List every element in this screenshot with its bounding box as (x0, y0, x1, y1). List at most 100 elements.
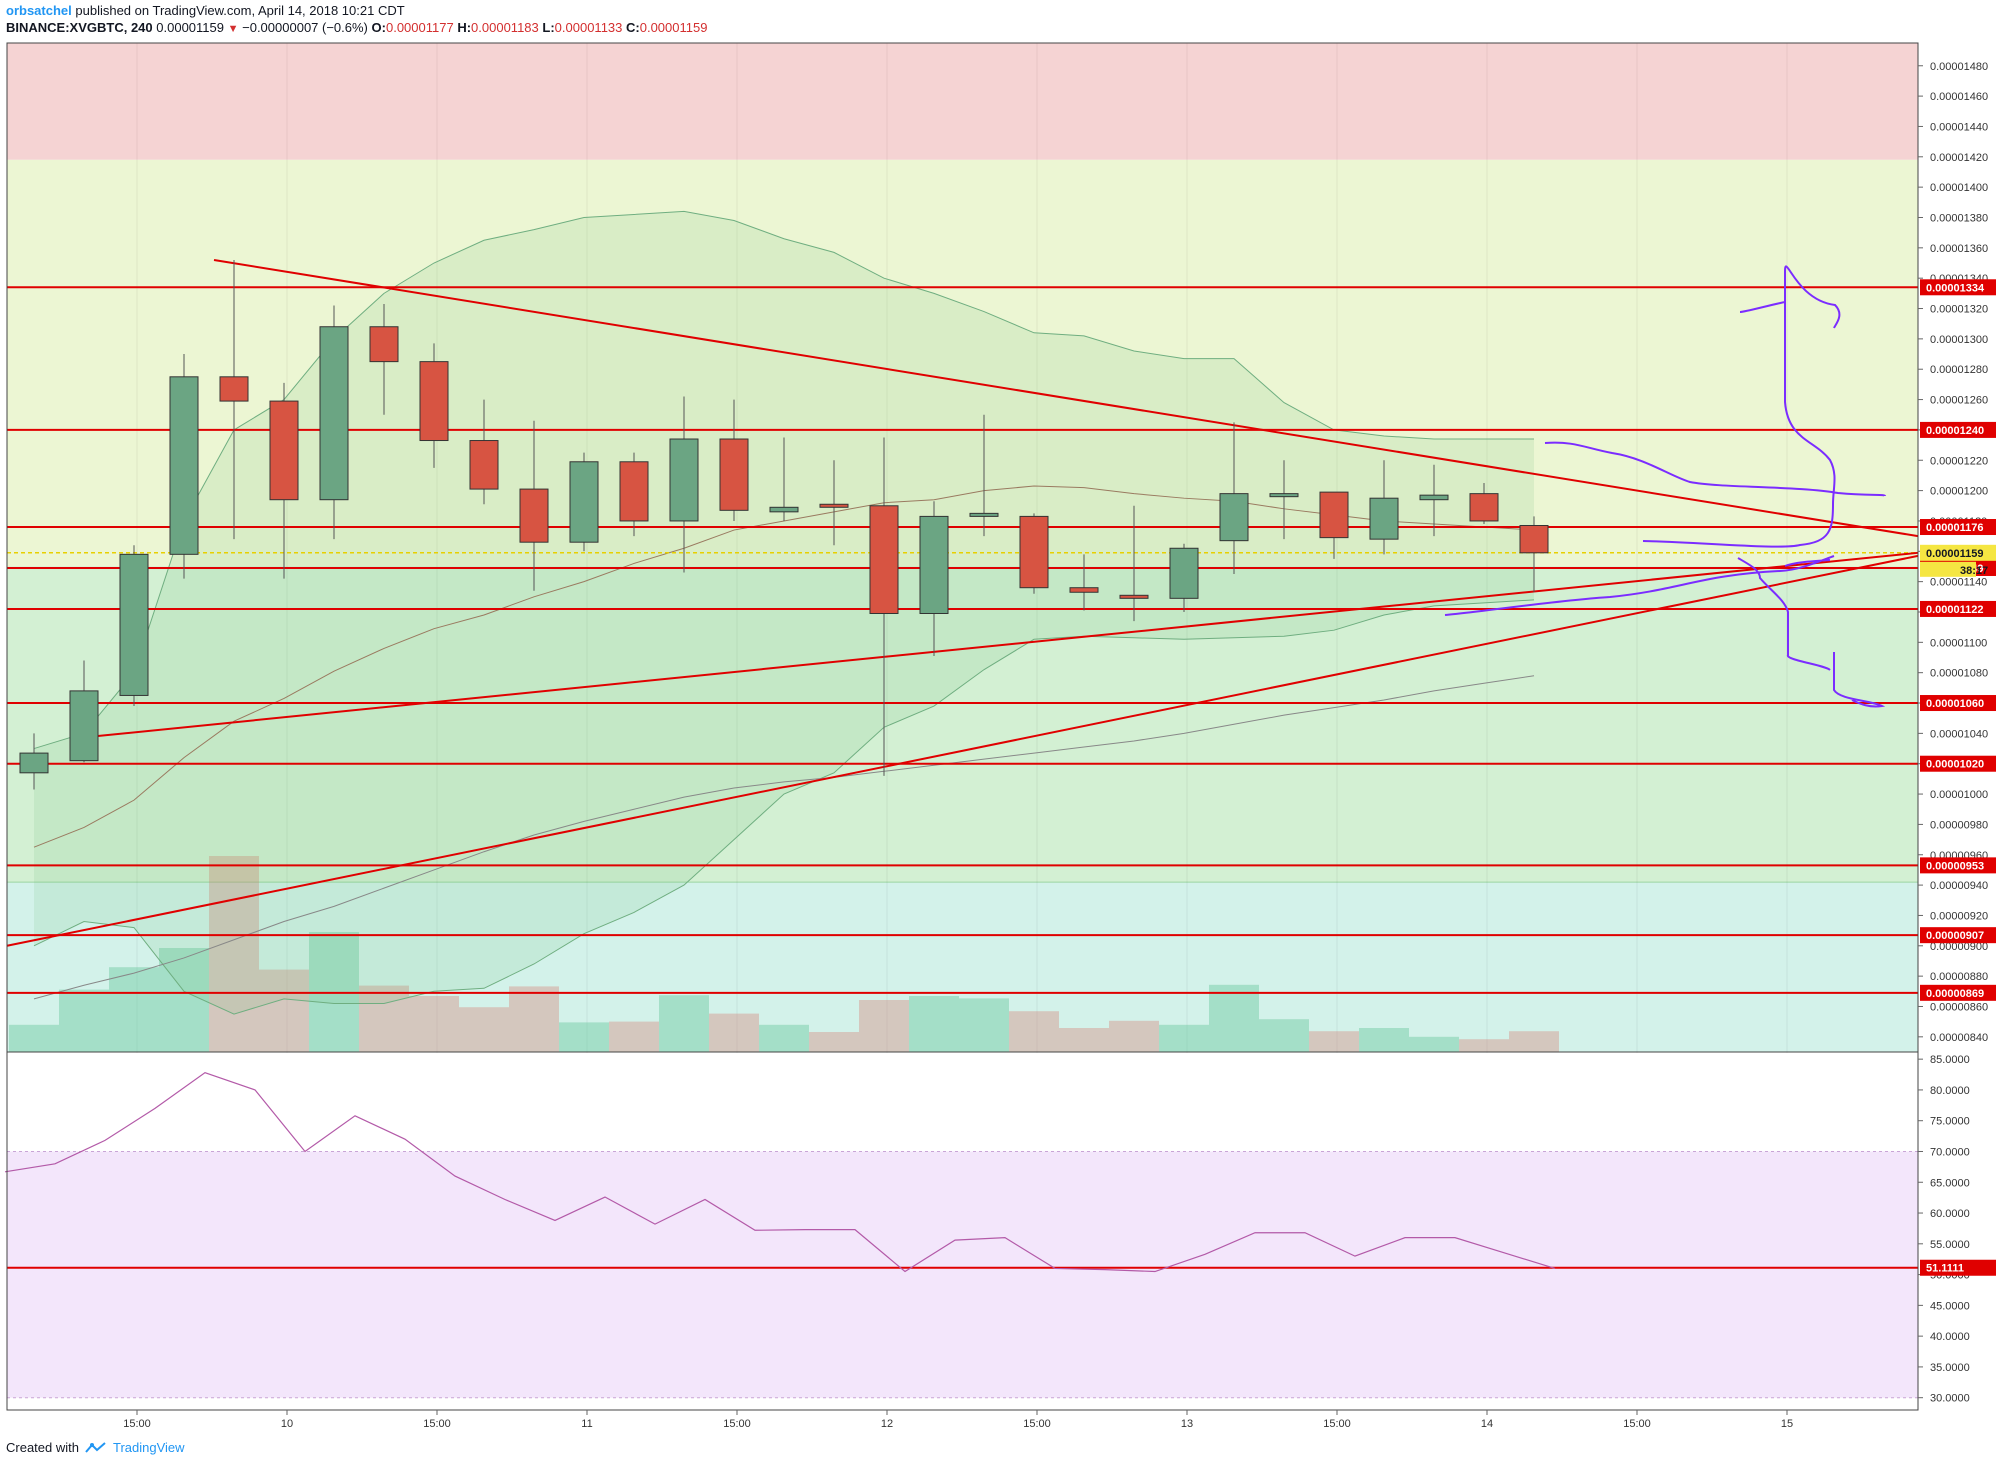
candle-body (1269, 493, 1299, 498)
countdown-tag: 38:17 (1960, 565, 1988, 577)
author-link[interactable]: orbsatchel (6, 3, 72, 18)
y-tick-label: 0.00001080 (1930, 668, 1988, 680)
candle-body (319, 326, 349, 501)
trendlines (6, 258, 1919, 947)
x-tick-label: 15 (1781, 1418, 1793, 1430)
volume-bar (259, 969, 309, 1052)
rsi-y-tick-label: 75.0000 (1930, 1116, 1970, 1128)
volume-bar (109, 967, 159, 1052)
last-price: 0.00001159 (156, 20, 224, 35)
level-tag: 0.00001060 (1926, 698, 1984, 710)
x-tick-label: 11 (581, 1418, 592, 1430)
volume-bar (1409, 1036, 1459, 1052)
candle (719, 399, 749, 521)
rsi-y-tick-label: 80.0000 (1930, 1085, 1970, 1097)
lower-band-line (33, 599, 1535, 1015)
level-tag-bg (1920, 519, 1996, 536)
y-tick-label: 0.00000940 (1930, 880, 1988, 892)
level-tag: 0.00001020 (1926, 759, 1984, 771)
candle-body (569, 461, 599, 543)
rsi-y-tick-label: 40.0000 (1930, 1331, 1970, 1343)
low-label: L: (542, 20, 555, 35)
chart-header: orbsatchel published on TradingView.com,… (6, 2, 1906, 38)
y-tick-label: 0.00001420 (1930, 152, 1988, 164)
rsi-y-tick-label: 45.0000 (1930, 1300, 1970, 1312)
level-tag-bg (1920, 857, 1996, 874)
level-tag-bg (1920, 695, 1996, 712)
candle (319, 305, 349, 540)
candle (1269, 460, 1299, 540)
rsi-y-tick-label: 35.0000 (1930, 1362, 1970, 1374)
candle-body (469, 440, 499, 490)
candle (619, 452, 649, 537)
volume-bar (909, 996, 959, 1052)
candle (469, 399, 499, 505)
candle-body (869, 505, 899, 615)
y-tick-label: 0.00001300 (1930, 334, 1988, 346)
rsi-band (7, 1151, 1918, 1398)
ohlc-line: BINANCE:XVGBTC, 240 0.00001159 ▼ −0.0000… (6, 19, 1906, 38)
volume-bar (1209, 984, 1259, 1052)
slow-ma-line (33, 675, 1535, 1000)
level-tag-bg (1920, 279, 1996, 296)
candle (1419, 464, 1449, 537)
x-tick-label: 12 (881, 1418, 893, 1430)
y-tick-label: 0.00001460 (1930, 91, 1988, 103)
candle-body (219, 376, 249, 402)
volume-bar (959, 998, 1009, 1052)
candle (169, 354, 199, 579)
level-tag: 0.00001240 (1926, 425, 1984, 437)
y-tick-label: 0.00000980 (1930, 819, 1988, 831)
level-tag: 0.00001122 (1926, 604, 1984, 616)
volume-bar (209, 856, 259, 1052)
price-zone (7, 43, 1918, 160)
candle (1219, 422, 1249, 575)
candle-body (169, 376, 199, 555)
volume-bar (1059, 1028, 1109, 1052)
volume-bar (409, 996, 459, 1052)
candle (1069, 554, 1099, 611)
candle (1169, 543, 1199, 612)
rsi-line (4, 1072, 1556, 1273)
volume-bar (759, 1024, 809, 1052)
candle (69, 660, 99, 763)
rsi-y-tick-label: 55.0000 (1930, 1239, 1970, 1251)
band-fill (34, 211, 1534, 1015)
volume-zone (7, 882, 1918, 1052)
y-tick-label: 0.00000900 (1930, 941, 1988, 953)
candle (1369, 460, 1399, 555)
x-tick-label: 15:00 (723, 1418, 751, 1430)
y-tick-label: 0.00001260 (1930, 395, 1988, 407)
y-tick-label: 0.00001200 (1930, 486, 1988, 498)
y-tick-label: 0.00001360 (1930, 243, 1988, 255)
lower-trendline (6, 554, 1919, 947)
tradingview-logo-icon (85, 1441, 106, 1453)
candle-body (1019, 515, 1049, 589)
candle-body (1419, 494, 1449, 501)
candle (919, 501, 949, 656)
last-price-tag: 0.00001159 (1926, 548, 1984, 560)
publish-info: published on TradingView.com, April 14, … (75, 3, 405, 18)
candle (269, 382, 299, 579)
candle-body (369, 326, 399, 363)
descending-trendline (213, 258, 1919, 538)
volume-bar (859, 1000, 909, 1052)
candle (669, 396, 699, 573)
candle (819, 460, 849, 546)
tradingview-link[interactable]: TradingView (112, 1440, 185, 1455)
rsi-y-tick-label: 60.0000 (1930, 1208, 1970, 1220)
volume-bar (1359, 1028, 1409, 1052)
axes: 0.00001480 0.00001460 0.00001440 0.00001420… (6, 42, 1996, 1430)
high-label: H: (457, 20, 472, 35)
candle-body (419, 361, 449, 442)
countdown-tag-bg (1920, 561, 1976, 577)
y-tick-label: 0.00001480 (1930, 61, 1988, 73)
level-tag: 0.00001176 (1926, 522, 1984, 534)
candle-body (1119, 594, 1149, 599)
candle (519, 420, 549, 591)
volume-bar (1509, 1031, 1559, 1052)
x-tick-label: 15:00 (423, 1418, 451, 1430)
level-tag-bg (1920, 755, 1996, 772)
close-label: C: (626, 20, 640, 35)
